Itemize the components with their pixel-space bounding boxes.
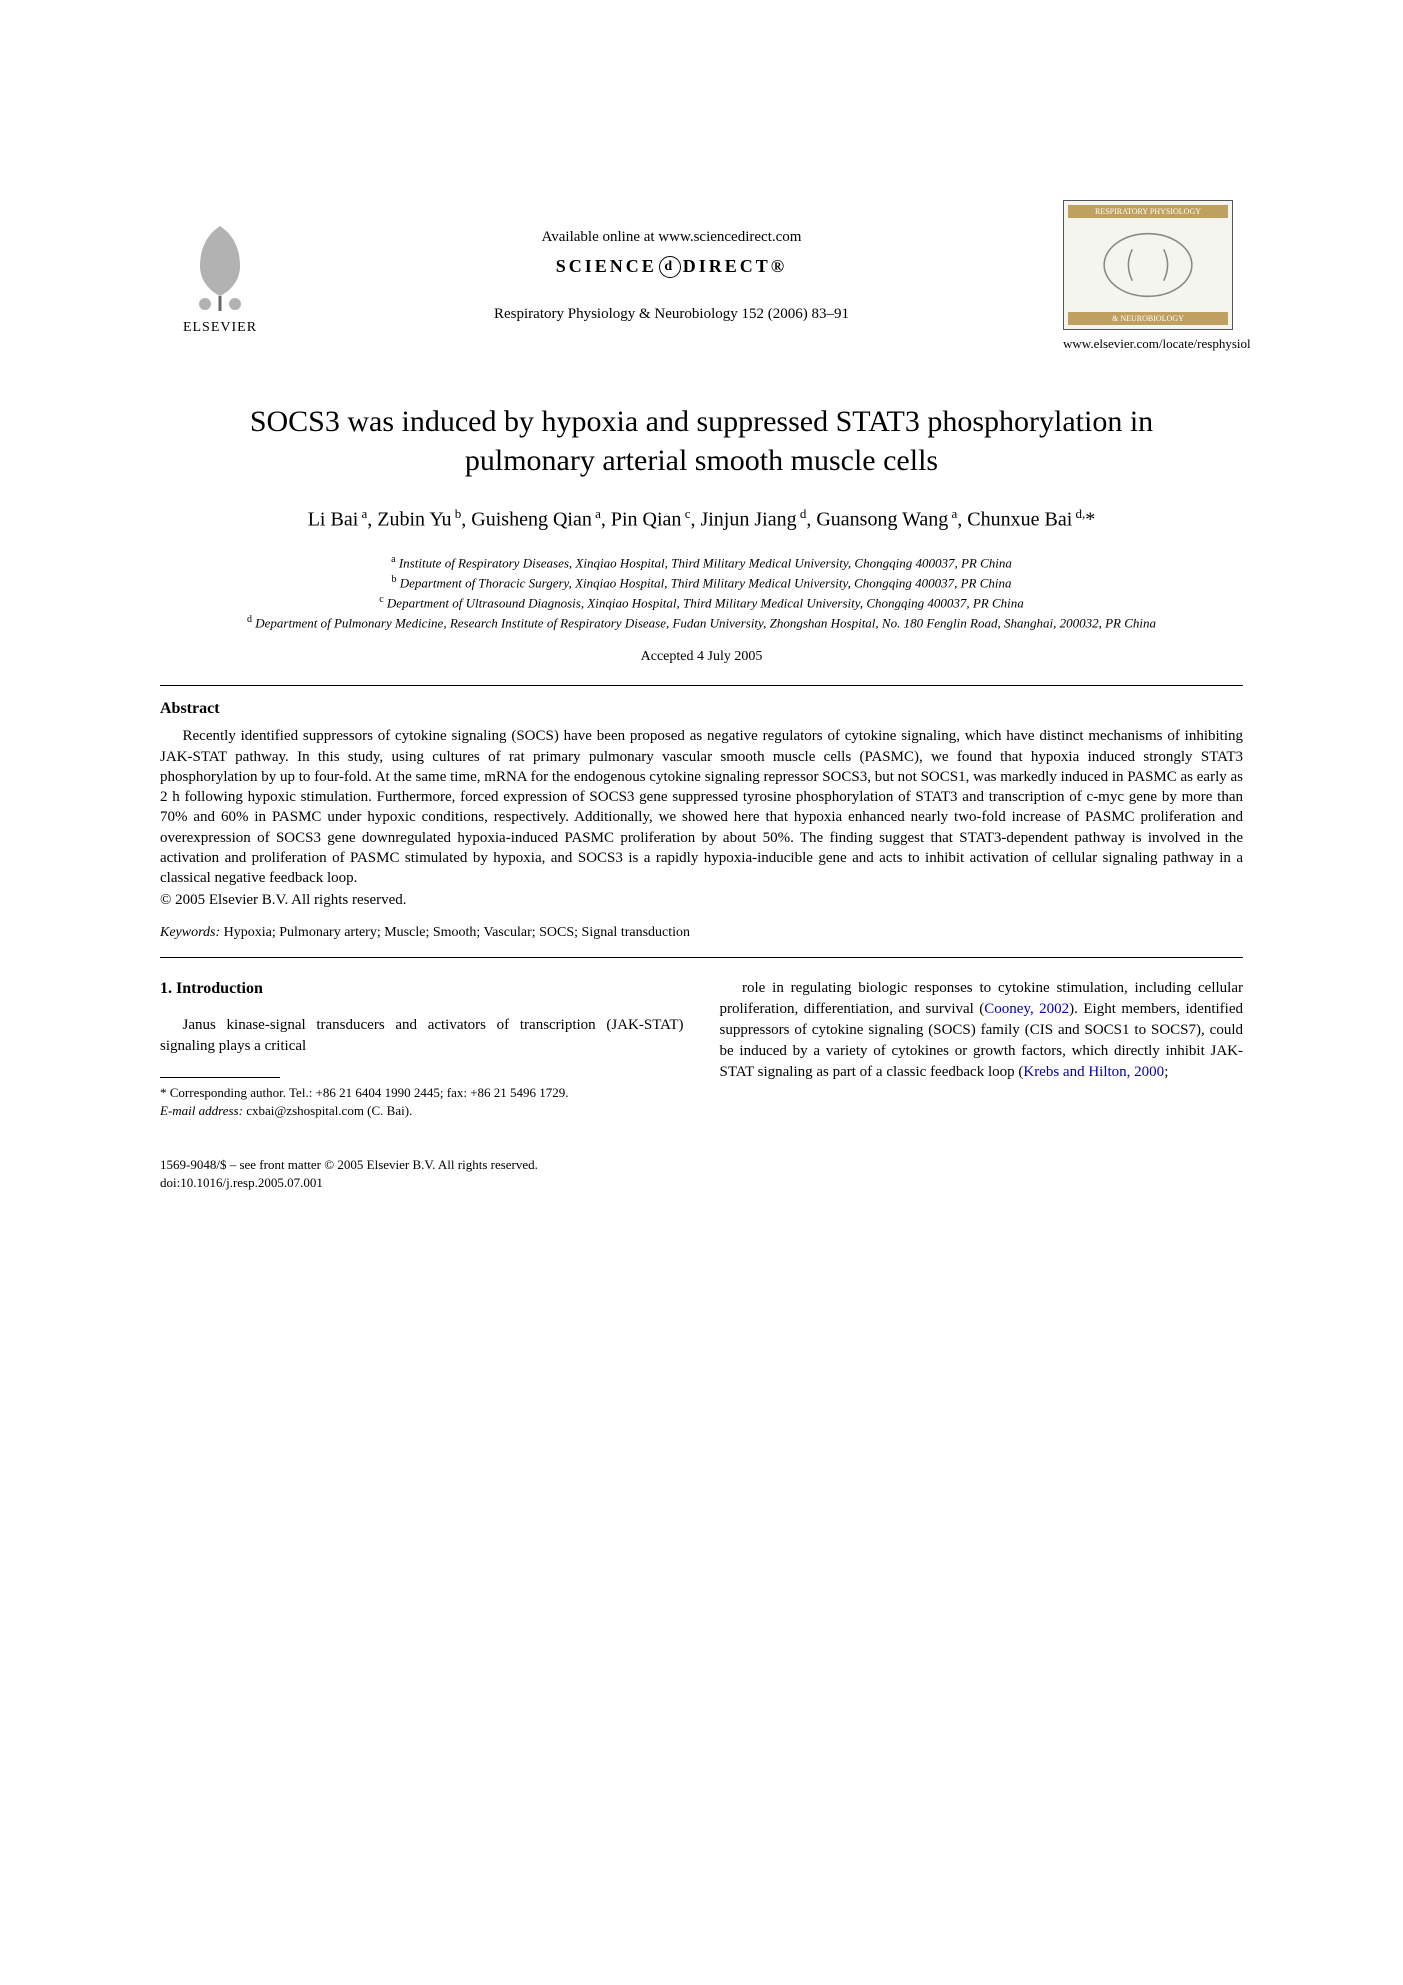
keywords-label: Keywords:: [160, 925, 220, 940]
section-1-heading: 1. Introduction: [160, 978, 684, 1000]
intro-para-right: role in regulating biologic responses to…: [720, 978, 1244, 1083]
email-label: E-mail address:: [160, 1103, 243, 1118]
elsevier-tree-icon: [175, 216, 265, 316]
lungs-brain-icon: [1068, 218, 1228, 312]
corresponding-footnote: * Corresponding author. Tel.: +86 21 640…: [160, 1084, 684, 1102]
journal-reference: Respiratory Physiology & Neurobiology 15…: [280, 306, 1063, 323]
sciencedirect-logo: SCIENCEdDIRECT®: [280, 256, 1063, 279]
two-column-body: 1. Introduction Janus kinase-signal tran…: [160, 978, 1243, 1120]
accepted-date: Accepted 4 July 2005: [160, 649, 1243, 665]
bottom-info: 1569-9048/$ – see front matter © 2005 El…: [160, 1156, 1243, 1192]
affiliations: a Institute of Respiratory Diseases, Xin…: [160, 553, 1243, 634]
elsevier-label: ELSEVIER: [183, 320, 257, 336]
right-column: role in regulating biologic responses to…: [720, 978, 1244, 1120]
authors: Li Bai a, Zubin Yu b, Guisheng Qian a, P…: [160, 504, 1243, 535]
journal-logo-block: RESPIRATORY PHYSIOLOGY & NEUROBIOLOGY ww…: [1063, 200, 1243, 352]
article-title: SOCS3 was induced by hypoxia and suppres…: [200, 402, 1203, 480]
intro-para-left: Janus kinase-signal transducers and acti…: [160, 1015, 684, 1057]
affiliation-c: c Department of Ultrasound Diagnosis, Xi…: [160, 593, 1243, 613]
available-online: Available online at www.sciencedirect.co…: [280, 229, 1063, 246]
elsevier-block: ELSEVIER: [160, 216, 280, 336]
header-row: ELSEVIER Available online at www.science…: [160, 200, 1243, 352]
abstract-body: Recently identified suppressors of cytok…: [160, 726, 1243, 888]
sd-right: DIRECT®: [683, 256, 787, 276]
footnote-rule: [160, 1077, 280, 1078]
rule-top: [160, 685, 1243, 686]
journal-url: www.elsevier.com/locate/resphysiol: [1063, 336, 1243, 352]
issn-line: 1569-9048/$ – see front matter © 2005 El…: [160, 1156, 1243, 1174]
sd-at-icon: d: [659, 256, 681, 278]
journal-cover-icon: RESPIRATORY PHYSIOLOGY & NEUROBIOLOGY: [1063, 200, 1233, 330]
sd-left: SCIENCE: [556, 256, 657, 276]
rule-bottom: [160, 957, 1243, 958]
header-center: Available online at www.sciencedirect.co…: [280, 229, 1063, 324]
affiliation-b: b Department of Thoracic Surgery, Xinqia…: [160, 573, 1243, 593]
affiliation-a: a Institute of Respiratory Diseases, Xin…: [160, 553, 1243, 573]
journal-logo-top: RESPIRATORY PHYSIOLOGY: [1068, 205, 1228, 218]
abstract-copyright: © 2005 Elsevier B.V. All rights reserved…: [160, 892, 1243, 909]
email-value: cxbai@zshospital.com (C. Bai).: [243, 1103, 412, 1118]
left-column: 1. Introduction Janus kinase-signal tran…: [160, 978, 684, 1120]
keywords-line: Keywords: Hypoxia; Pulmonary artery; Mus…: [160, 925, 1243, 941]
doi-line: doi:10.1016/j.resp.2005.07.001: [160, 1174, 1243, 1192]
keywords-text: Hypoxia; Pulmonary artery; Muscle; Smoot…: [220, 925, 690, 940]
email-footnote: E-mail address: cxbai@zshospital.com (C.…: [160, 1102, 684, 1120]
journal-logo-bottom: & NEUROBIOLOGY: [1068, 312, 1228, 325]
abstract-heading: Abstract: [160, 700, 1243, 718]
affiliation-d: d Department of Pulmonary Medicine, Rese…: [160, 613, 1243, 633]
